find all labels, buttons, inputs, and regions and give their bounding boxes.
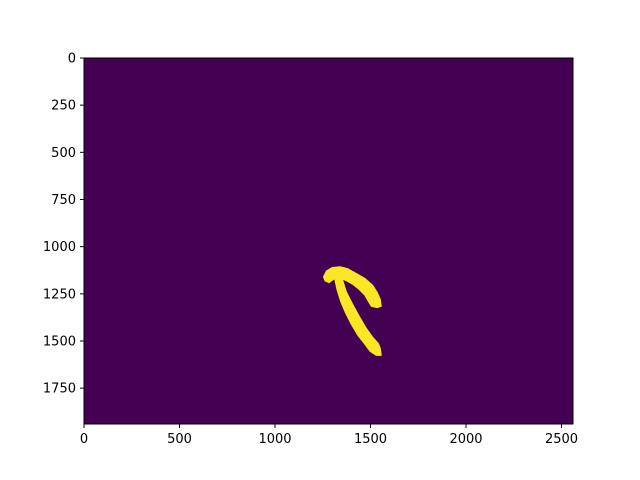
plot-frame xyxy=(83,57,574,425)
y-tick-label: 250 xyxy=(51,99,76,114)
x-tick-label: 1000 xyxy=(258,432,291,447)
y-tick-label: 1250 xyxy=(43,287,76,302)
heatmap-background xyxy=(84,58,573,424)
mask-region-stroke xyxy=(333,272,382,356)
y-tick-label: 0 xyxy=(68,52,76,67)
y-tick-label: 1750 xyxy=(43,382,76,397)
y-axis: 0 250 500 750 1000 1250 1500 1750 xyxy=(43,52,84,397)
mask-layer xyxy=(322,266,382,356)
y-tick-label: 500 xyxy=(51,146,76,161)
x-tick-label: 2000 xyxy=(449,432,482,447)
y-tick-label: 1500 xyxy=(43,334,76,349)
x-tick-label: 1500 xyxy=(354,432,387,447)
y-tick-label: 1000 xyxy=(43,240,76,255)
x-axis: 0 500 1000 1500 2000 2500 xyxy=(80,424,578,447)
x-tick-label: 0 xyxy=(80,432,88,447)
y-tick-label: 750 xyxy=(51,193,76,208)
x-tick-label: 500 xyxy=(167,432,192,447)
x-tick-label: 2500 xyxy=(545,432,578,447)
